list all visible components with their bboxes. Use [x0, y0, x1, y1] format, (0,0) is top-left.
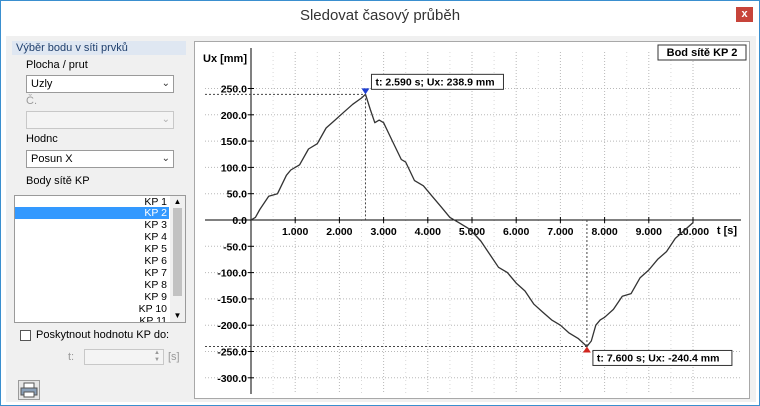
list-item[interactable]: KP 11 — [139, 315, 167, 323]
provide-value-checkbox[interactable] — [20, 330, 31, 341]
y-tick-label: -300.0 — [217, 373, 247, 385]
list-item[interactable]: KP 1 — [144, 196, 167, 208]
list-item[interactable]: KP 6 — [144, 255, 167, 267]
window-title: Sledovat časový průběh — [299, 7, 461, 24]
list-item[interactable]: KP 7 — [144, 267, 167, 279]
list-item[interactable]: KP 3 — [144, 219, 167, 231]
x-tick-label: 9.000 — [636, 226, 662, 238]
y-tick-label: 250.0 — [221, 84, 247, 96]
y-tick-label: -150.0 — [217, 294, 247, 306]
list-item[interactable]: KP 8 — [144, 279, 167, 291]
chevron-down-icon: ⌄ — [161, 114, 170, 125]
y-tick-label: 100.0 — [221, 162, 247, 174]
surface-label: Plocha / prut — [26, 59, 88, 71]
y-tick-label: 200.0 — [221, 110, 247, 122]
scroll-up-icon[interactable]: ▲ — [173, 197, 182, 206]
value-select[interactable]: Posun X ⌄ — [26, 150, 174, 168]
y-axis-title: Ux [mm] — [203, 53, 247, 65]
scroll-down-icon[interactable]: ▼ — [173, 311, 182, 320]
surface-select-value: Uzly — [31, 78, 53, 90]
y-tick-label: -250.0 — [217, 347, 247, 359]
time-label: t: — [68, 351, 75, 363]
time-stepper[interactable]: ▲ ▼ — [84, 349, 164, 365]
chart-canvas: Ux [mm] t [s] 250.0 200.0 150.0 100.0 50.0 0.0 -… — [203, 44, 747, 394]
x-tick-label: 4.000 — [415, 226, 441, 238]
x-tick-label: 7.000 — [547, 226, 573, 238]
min-annotation-box — [592, 349, 733, 366]
value-select-value: Posun X — [31, 153, 73, 165]
series-line — [250, 93, 694, 348]
mesh-point-panel: Výběr bodu v síti prvků Plocha / prut Uz… — [10, 39, 187, 401]
time-unit: [s] — [168, 351, 180, 363]
chevron-down-icon: ⌄ — [161, 78, 170, 89]
value-label: Hodnc — [26, 133, 58, 145]
list-item[interactable]: KP 9 — [144, 291, 167, 303]
y-tick-label: -50.0 — [223, 241, 247, 253]
min-annotation: t: 7.600 s; Ux: -240.4 mm — [597, 352, 720, 364]
scroll-thumb[interactable] — [173, 208, 182, 296]
list-item[interactable]: KP 10 — [138, 303, 167, 315]
point-badge-box — [657, 44, 747, 61]
mesh-points-label: Body sítě KP — [26, 175, 90, 187]
mesh-points-list[interactable]: KP 1 KP 2 KP 3 KP 4 KP 5 KP 6 KP 7 KP 8 … — [14, 195, 186, 323]
max-marker — [361, 88, 370, 95]
list-item-selected[interactable]: KP 2 — [15, 207, 169, 219]
y-tick-label: -100.0 — [217, 268, 247, 280]
close-button[interactable]: x — [736, 7, 753, 22]
surface-select[interactable]: Uzly ⌄ — [26, 75, 174, 93]
x-axis-title: t [s] — [717, 225, 738, 237]
x-tick-label: 6.000 — [503, 226, 529, 238]
list-scrollbar[interactable]: ▲ ▼ — [170, 196, 185, 322]
dialog-client: Výběr bodu v síti prvků Plocha / prut Uz… — [6, 36, 756, 402]
max-annotation-box — [370, 73, 504, 90]
max-annotation: t: 2.590 s; Ux: 238.9 mm — [375, 76, 494, 88]
number-select[interactable]: ⌄ — [26, 111, 174, 129]
x-tick-label: 3.000 — [370, 226, 396, 238]
provide-value-label: Poskytnout hodnotu KP do: — [36, 329, 170, 341]
x-tick-label: 1.000 — [282, 226, 308, 238]
y-tick-label: 0.0 — [232, 215, 247, 227]
time-history-chart: Ux [mm] t [s] 250.0 200.0 150.0 100.0 50.0 0.0 -… — [194, 41, 750, 399]
point-badge: Bod sítě KP 2 — [667, 47, 738, 59]
print-button[interactable] — [18, 380, 40, 400]
list-item[interactable]: KP 5 — [144, 243, 167, 255]
number-label: Č. — [26, 95, 37, 107]
stepper-arrows-icon[interactable]: ▲ ▼ — [154, 350, 160, 363]
printer-icon — [20, 382, 38, 398]
y-tick-label: 150.0 — [221, 136, 247, 148]
y-tick-label: 50.0 — [227, 189, 248, 201]
min-marker — [582, 346, 591, 353]
title-bar: Sledovat časový průběh x — [1, 1, 759, 31]
y-tick-label: -200.0 — [217, 320, 247, 332]
x-tick-label: 2.000 — [326, 226, 352, 238]
chevron-down-icon: ⌄ — [161, 153, 170, 164]
x-tick-label: 8.000 — [591, 226, 617, 238]
list-item[interactable]: KP 4 — [144, 231, 167, 243]
group-title: Výběr bodu v síti prvků — [12, 41, 186, 55]
